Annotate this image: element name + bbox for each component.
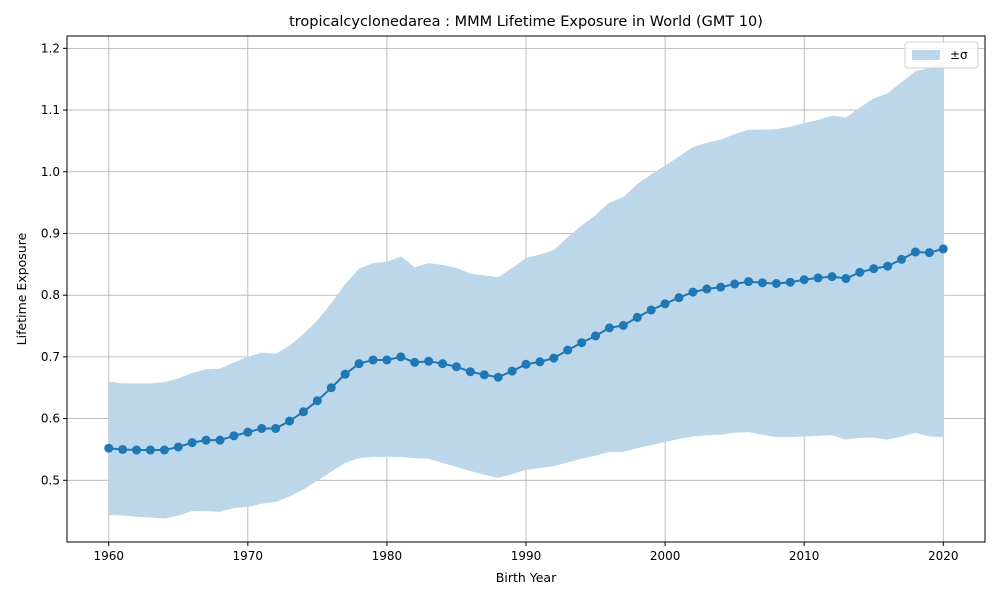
data-point [493,372,503,382]
data-point [591,331,601,341]
data-point [744,277,754,287]
y-tick-label: 0.6 [41,412,60,426]
data-point [159,445,169,455]
data-point [187,438,197,448]
data-point [757,278,767,288]
data-point [285,416,295,426]
y-tick-label: 1.1 [41,103,60,117]
y-axis-label: Lifetime Exposure [14,232,29,345]
data-point [257,423,267,433]
data-point [910,247,920,257]
data-point [298,407,308,417]
data-point [507,366,517,376]
data-point [855,267,865,277]
legend-band-label: ±σ [950,48,968,62]
data-point [563,345,573,355]
y-tick-label: 0.9 [41,226,60,240]
data-point [201,435,211,445]
data-point [354,359,364,369]
data-point [813,273,823,283]
data-point [479,370,489,380]
legend-band-swatch [912,50,940,60]
data-point [771,278,781,288]
data-point [368,355,378,365]
data-point [132,445,142,455]
data-point [229,431,239,441]
data-point [688,287,698,297]
data-point [730,279,740,289]
chart-title: tropicalcyclonedarea : MMM Lifetime Expo… [289,14,763,30]
data-point [271,423,281,433]
x-tick-label: 1980 [372,549,403,563]
data-point [702,284,712,294]
x-axis: 1960 1970 1980 1990 2000 2010 2020 [93,542,959,563]
y-tick-label: 0.5 [41,473,60,487]
x-tick-label: 2010 [789,549,820,563]
data-point [897,254,907,264]
data-point [410,357,420,367]
x-tick-label: 1960 [93,549,124,563]
y-tick-label: 0.7 [41,350,60,364]
data-point [118,444,128,454]
data-point [521,359,531,369]
data-point [618,320,628,330]
data-point [660,299,670,309]
legend: ±σ [904,41,979,69]
legend-box [904,41,979,69]
y-tick-label: 0.8 [41,288,60,302]
data-point [938,244,948,254]
data-point [243,427,253,437]
data-point [535,357,545,367]
data-point [424,356,434,366]
data-point [604,323,614,333]
data-point [465,367,475,377]
data-point [451,362,461,372]
data-point [312,396,322,406]
data-point [869,264,879,274]
data-point [549,353,559,363]
data-point [577,338,587,348]
x-tick-label: 1990 [511,549,542,563]
data-point [827,272,837,282]
data-point [646,305,656,315]
y-tick-label: 1.2 [41,41,60,55]
y-axis: 0.5 0.6 0.7 0.8 0.9 1.0 1.1 1.2 [41,41,67,487]
data-point [104,443,114,453]
data-point [438,359,448,369]
data-point [883,261,893,271]
x-tick-label: 2020 [928,549,959,563]
data-point [173,442,183,452]
data-point [382,355,392,365]
x-tick-label: 1970 [233,549,264,563]
data-point [145,445,155,455]
data-point [841,274,851,284]
data-point [674,293,684,303]
x-axis-label: Birth Year [496,570,557,585]
data-point [632,312,642,322]
data-point [215,435,225,445]
points-layer [104,244,948,455]
data-point [799,275,809,285]
y-tick-label: 1.0 [41,165,60,179]
data-point [924,248,934,258]
data-point [716,282,726,292]
data-point [326,383,336,393]
data-point [785,277,795,287]
x-tick-label: 2000 [650,549,681,563]
data-point [340,369,350,379]
data-point [396,352,406,362]
